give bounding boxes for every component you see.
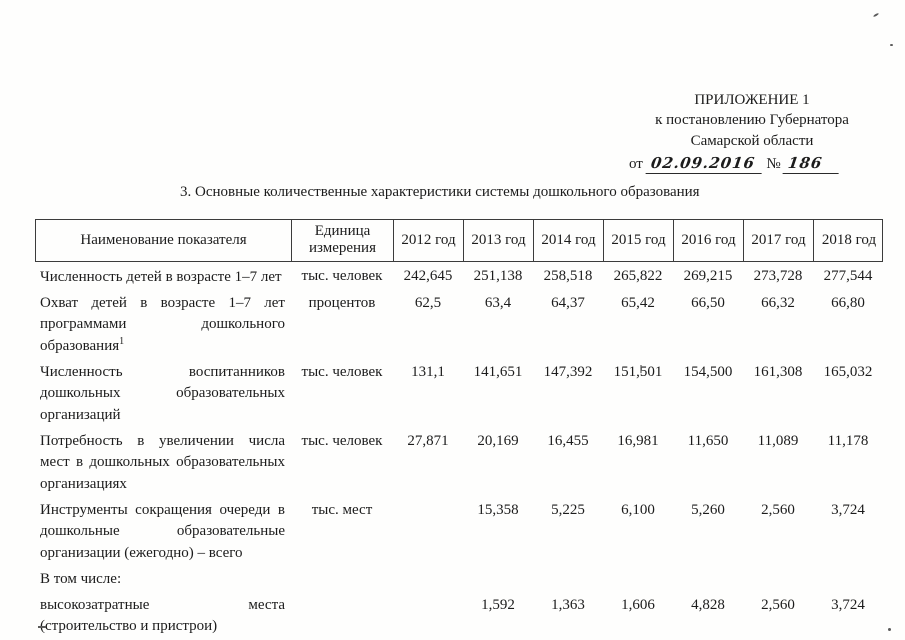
row-value-2017: 2,560 (761, 596, 795, 613)
row-value-2016: 4,828 (691, 596, 725, 613)
row-value-2012: 242,645 (403, 267, 453, 284)
table-row: Охват детей в возрасте 1–7 лет программа… (35, 293, 883, 357)
row-name-text: Инструменты сокращения очереди в дошколь… (40, 501, 285, 561)
header-2012: 2012 год (394, 220, 464, 261)
row-name: Численность детей в возрасте 1–7 лет (35, 266, 291, 288)
row-value-2015: 6,100 (621, 501, 655, 518)
appendix-subtitle-1: к постановлению Губернатора (655, 112, 849, 129)
row-value-2017: 2,560 (761, 501, 795, 518)
table-row: Потребность в увеличении числа мест в до… (35, 431, 883, 495)
row-value-2014: 64,37 (551, 294, 585, 311)
row-name-text: В том числе: (40, 570, 122, 587)
row-value-2013: 1,592 (481, 596, 515, 613)
row-value-2013: 251,138 (473, 267, 523, 284)
header-2018: 2018 год (821, 231, 877, 248)
header-2016: 2016 год (674, 220, 744, 261)
handwritten-number: 186 (782, 152, 843, 174)
table-body: Численность детей в возрасте 1–7 лет тыс… (35, 266, 883, 637)
table-row: В том числе: (35, 569, 883, 590)
row-value-2016: 5,260 (691, 501, 725, 518)
row-value-2018: 277,544 (823, 267, 873, 284)
row-value-2017: 161,308 (753, 363, 803, 380)
row-value-2016: 66,50 (691, 294, 725, 311)
row-value-2014: 16,455 (547, 432, 589, 449)
row-value-2015: 265,822 (613, 267, 663, 284)
row-unit: тыс. мест (311, 501, 373, 518)
header-unit: Единица измерения (292, 220, 394, 261)
header-2013: 2013 год (464, 220, 534, 261)
appendix-block: ПРИЛОЖЕНИЕ 1 к постановлению Губернатора… (627, 90, 877, 174)
appendix-date-number-line: от 02.09.2016 № 186 (627, 152, 877, 174)
row-value-2017: 66,32 (761, 294, 795, 311)
row-value-2015: 151,501 (613, 363, 663, 380)
row-name-text: высокозатратные места (строительство и п… (40, 596, 285, 634)
table-row: Численность детей в возрасте 1–7 лет тыс… (35, 266, 883, 288)
row-value-2012: 27,871 (407, 432, 449, 449)
row-value-2015: 1,606 (621, 596, 655, 613)
row-value-2016: 269,215 (683, 267, 733, 284)
data-table: Наименование показателя Единица измерени… (35, 219, 883, 640)
row-name: Инструменты сокращения очереди в дошколь… (35, 500, 291, 564)
row-value-2013: 15,358 (477, 501, 519, 518)
row-unit: тыс. человек (301, 432, 383, 449)
handwritten-date: 02.09.2016 (645, 152, 765, 174)
row-name: высокозатратные места (строительство и п… (35, 595, 291, 637)
row-value-2018: 165,032 (823, 363, 873, 380)
row-value-2014: 147,392 (543, 363, 593, 380)
row-value-2014: 258,518 (543, 267, 593, 284)
header-2017: 2017 год (744, 220, 814, 261)
row-value-2017: 11,089 (757, 432, 799, 449)
row-value-2013: 20,169 (477, 432, 519, 449)
row-value-2015: 16,981 (617, 432, 659, 449)
row-value-2012: 62,5 (414, 294, 442, 311)
document-title: 3. Основные количественные характеристик… (180, 184, 700, 200)
row-unit: процентов (308, 294, 376, 311)
scan-artifact (872, 12, 880, 18)
row-name: Потребность в увеличении числа мест в до… (35, 431, 291, 495)
row-value-2013: 63,4 (484, 294, 512, 311)
appendix-subtitle-2: Самарской области (690, 132, 814, 149)
table-row: Численность воспитанников дошкольных обр… (35, 362, 883, 426)
row-value-2016: 154,500 (683, 363, 733, 380)
header-2015: 2015 год (604, 220, 674, 261)
table-row: Инструменты сокращения очереди в дошколь… (35, 500, 883, 564)
table-row: высокозатратные места (строительство и п… (35, 595, 883, 637)
scan-artifact (890, 44, 893, 46)
table-header-row: Наименование показателя Единица измерени… (35, 219, 883, 262)
row-unit: тыс. человек (301, 363, 383, 380)
row-value-2013: 141,651 (473, 363, 523, 380)
row-value-2018: 66,80 (831, 294, 865, 311)
row-name-text: Численность детей в возрасте 1–7 лет (40, 268, 282, 285)
header-indicator: Наименование показателя (36, 220, 292, 261)
row-name-text: Потребность в увеличении числа мест в до… (40, 432, 285, 492)
row-value-2014: 5,225 (551, 501, 585, 518)
row-name: Охват детей в возрасте 1–7 лет программа… (35, 293, 291, 357)
footnote-marker: 1 (119, 335, 125, 347)
row-value-2018: 3,724 (831, 596, 865, 613)
row-value-2012: 131,1 (411, 363, 445, 380)
row-value-2018: 11,178 (827, 432, 869, 449)
row-value-2015: 65,42 (621, 294, 655, 311)
scan-artifact (888, 628, 891, 631)
row-name-text: Охват детей в возрасте 1–7 лет программа… (40, 294, 285, 354)
row-unit: тыс. человек (301, 267, 383, 284)
row-value-2014: 1,363 (551, 596, 585, 613)
scan-artifact (38, 626, 46, 628)
row-value-2017: 273,728 (753, 267, 803, 284)
row-name: Численность воспитанников дошкольных обр… (35, 362, 291, 426)
row-name-text: Численность воспитанников дошкольных обр… (40, 363, 285, 423)
from-label: от (629, 155, 643, 172)
number-label: № (766, 155, 781, 172)
scan-artifact (640, 365, 642, 373)
row-value-2018: 3,724 (831, 501, 865, 518)
row-value-2016: 11,650 (687, 432, 729, 449)
row-name: В том числе: (35, 569, 291, 590)
header-2014: 2014 год (534, 220, 604, 261)
appendix-title: ПРИЛОЖЕНИЕ 1 (694, 92, 810, 108)
